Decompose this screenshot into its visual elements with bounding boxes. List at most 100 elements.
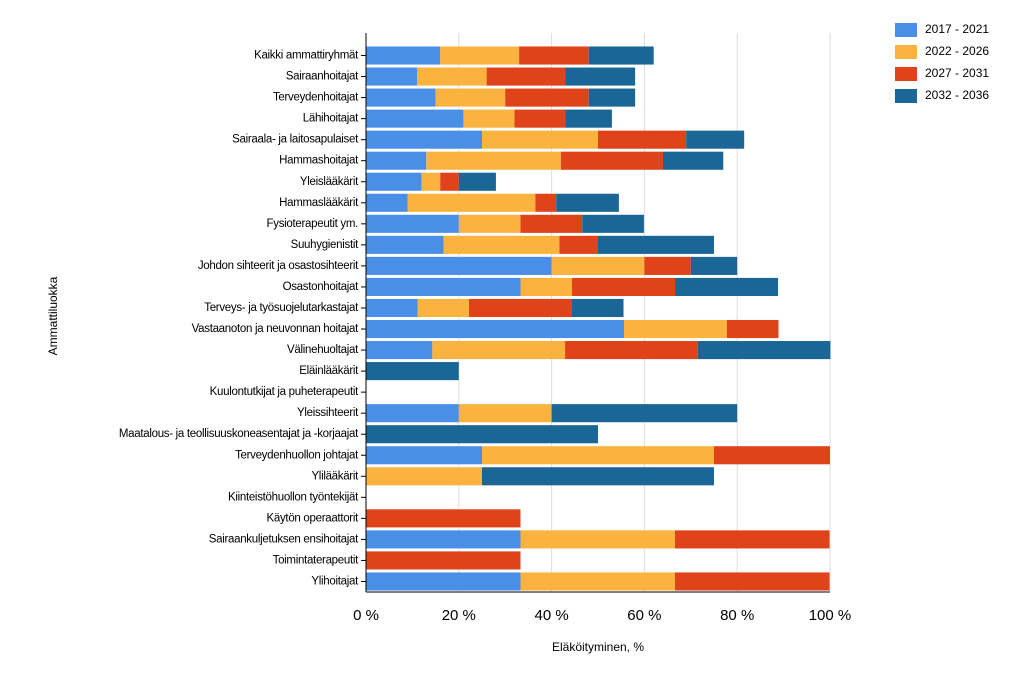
bar-segment: [366, 193, 408, 212]
bar-segment: [366, 362, 459, 381]
y-tick-label: Yleissihteerit: [297, 407, 359, 419]
y-tick-label: Eläinlääkärit: [299, 365, 359, 377]
bar-segment: [366, 446, 482, 465]
bar-segment: [407, 193, 536, 212]
y-tick-label: Ylilääkärit: [311, 470, 359, 482]
bar-segment: [598, 235, 714, 254]
bar-segment: [565, 109, 612, 128]
bar-segment: [482, 467, 714, 486]
bar-segment: [588, 46, 654, 65]
bar-segment: [366, 214, 459, 233]
bar-segment: [519, 46, 589, 65]
bar-segment: [366, 319, 624, 339]
bar-segment: [432, 341, 566, 360]
bar-segment: [662, 151, 724, 170]
bar-segment: [559, 235, 598, 254]
y-tick-label: Ylihoitajat: [311, 576, 359, 588]
bar-segment: [565, 341, 698, 360]
bar-segment: [366, 341, 433, 360]
bar-segment: [366, 67, 418, 86]
bar-segment: [565, 67, 636, 86]
bar-segment: [366, 88, 436, 107]
x-tick-label: 40 %: [534, 607, 568, 624]
bar-segment: [458, 172, 496, 191]
x-axis-label: Eläköityminen, %: [552, 640, 644, 654]
bar-segment: [486, 67, 566, 86]
bar-segment: [623, 319, 727, 339]
bar-segment: [366, 151, 427, 170]
bar-segment: [458, 214, 521, 233]
legend-label: 2022 - 2026: [925, 44, 989, 58]
legend-swatch: [895, 45, 917, 59]
bar-segment: [675, 572, 830, 591]
x-tick-label: 60 %: [627, 607, 661, 624]
x-tick-label: 0 %: [353, 607, 379, 624]
bar-segment: [366, 404, 459, 423]
y-tick-label: Lähihoitajat: [303, 113, 359, 125]
bar-segment: [572, 277, 676, 296]
bar-segment: [366, 172, 422, 191]
bar-segment: [366, 277, 521, 296]
bar-segment: [535, 193, 557, 212]
bar-segment: [520, 214, 583, 233]
bar-segment: [520, 277, 573, 296]
bar-segment: [366, 256, 552, 275]
bar-segment: [686, 130, 745, 149]
bar-segment: [366, 109, 464, 128]
bar-segment: [366, 467, 482, 486]
bar-segment: [421, 172, 441, 191]
y-tick-label: Fysioterapeutit ym.: [267, 218, 359, 230]
bar-segment: [417, 67, 487, 86]
bar-segment: [443, 235, 560, 254]
y-tick-label: Toimintaterapeutit: [273, 554, 359, 566]
bar-segment: [366, 530, 521, 549]
bar-segment: [675, 530, 830, 549]
y-tick-label: Kaikki ammattiryhmät: [254, 50, 359, 62]
bar-segment: [520, 530, 676, 549]
y-tick-label: Hammaslääkärit: [279, 197, 359, 209]
bar-segment: [551, 256, 645, 275]
y-tick-label: Terveys- ja työsuojelutarkastajat: [204, 302, 359, 314]
y-tick-label: Sairaankuljetuksen ensihoitajat: [209, 533, 359, 545]
y-tick-label: Hammashoitajat: [279, 155, 359, 167]
bar-segment: [598, 130, 687, 149]
bar-segment: [435, 88, 506, 107]
bar-segment: [366, 509, 521, 528]
y-tick-label: Terveydenhuollon johtajat: [235, 449, 359, 461]
y-tick-label: Vastaanoton ja neuvonnan hoitajat: [192, 323, 359, 335]
legend-swatch: [895, 67, 917, 81]
bar-segment: [426, 151, 561, 170]
y-tick-label: Sairaala- ja laitosapulaiset: [232, 134, 359, 146]
y-tick-label: Osastonhoitajat: [283, 281, 360, 293]
bar-segment: [697, 341, 831, 360]
bar-segment: [366, 572, 521, 591]
bar-segment: [417, 298, 470, 318]
bar-segment: [463, 109, 515, 128]
bar-segment: [644, 256, 691, 275]
bar-segment: [440, 172, 459, 191]
bar-segment: [556, 193, 619, 212]
bar-segment: [482, 130, 598, 149]
bar-segment: [366, 425, 598, 444]
bar-segment: [366, 551, 521, 570]
bar-segment: [572, 298, 624, 318]
y-axis-label: Ammattiluokka: [46, 276, 60, 355]
bar-segment: [469, 298, 573, 318]
x-tick-label: 80 %: [720, 607, 754, 624]
y-tick-label: Johdon sihteerit ja osastosihteerit: [198, 260, 359, 272]
y-tick-label: Maatalous- ja teollisuuskoneasentajat ja…: [119, 428, 359, 440]
bar-segment: [366, 298, 418, 318]
bar-segment: [366, 235, 444, 254]
legend-label: 2017 - 2021: [925, 22, 989, 36]
bar-segment: [520, 572, 676, 591]
legend-swatch: [895, 23, 917, 37]
x-tick-label: 20 %: [442, 607, 476, 624]
y-tick-label: Kuulontutkijat ja puheterapeutit: [210, 386, 359, 398]
x-tick-label: 100 %: [809, 607, 852, 624]
bar-segment: [551, 404, 738, 423]
y-tick-label: Sairaanhoitajat: [286, 71, 359, 83]
bar-segment: [505, 88, 589, 107]
bar-segment: [690, 256, 738, 275]
y-tick-label: Terveydenhoitajat: [273, 92, 359, 104]
